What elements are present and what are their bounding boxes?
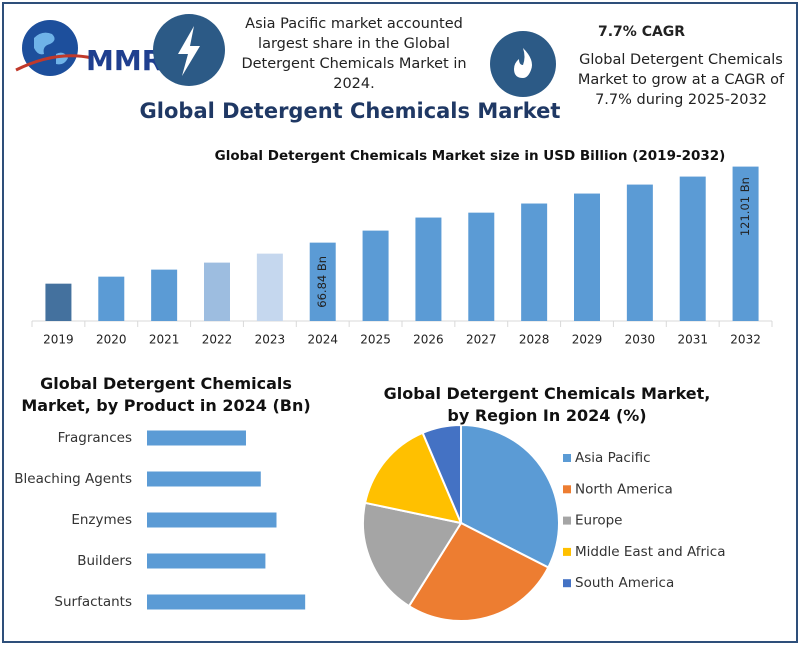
chart-title: Global Detergent Chemicals Market, by Re… [383,384,711,425]
x-tick-label: 2031 [677,333,708,347]
x-tick-label: 2027 [466,333,497,347]
bar [626,184,653,321]
logo-text: MMR [86,44,163,77]
x-tick-label: 2021 [149,333,180,347]
pie-slice [460,423,560,569]
bar [147,594,306,610]
logo: MMR [15,20,163,77]
x-tick-label: 2019 [43,333,74,347]
x-tick-label: 2030 [625,333,656,347]
chart-title: Global Detergent Chemicals Market size i… [215,148,726,164]
bar [415,217,442,321]
bar [98,276,125,321]
x-tick-label: 2032 [730,333,761,347]
bar [147,512,277,528]
legend-swatch [563,454,571,462]
legend-swatch [563,579,571,588]
pie-slice [363,431,463,525]
logo-globe [22,20,78,76]
legend-label: North America [575,481,673,497]
legend-swatch [563,485,571,494]
bar [362,230,389,321]
bar [256,253,283,321]
legend-label: Asia Pacific [575,450,651,466]
pie-slice [421,423,462,524]
bar [574,193,600,321]
y-tick-label: Surfactants [54,594,132,610]
x-tick-label: 2025 [360,333,391,347]
legend-swatch [563,547,571,556]
chart-title: Global Detergent Chemicals Market, by Pr… [21,374,311,415]
x-tick-label: 2029 [572,333,603,347]
x-tick-label: 2020 [96,333,127,347]
legend-swatch [563,516,571,525]
legend-label: Middle East and Africa [575,544,726,560]
info-left: Asia Pacific market accounted largest sh… [241,16,467,92]
bar [147,553,266,569]
cagr-title: 7.7% CAGR [598,24,686,40]
pie-slice [407,521,550,622]
y-tick-label: Enzymes [71,512,132,528]
main-title: Global Detergent Chemicals Market [140,99,561,123]
bar [147,430,246,446]
flame-icon [514,48,532,78]
pie-slice [362,501,463,608]
x-tick-label: 2024 [307,333,338,347]
bolt-icon [178,26,200,76]
bar [147,471,261,487]
bar [468,212,495,321]
x-tick-label: 2023 [255,333,286,347]
y-tick-label: Fragrances [58,430,132,446]
flame-icon-bg [490,31,556,97]
bar [732,166,759,321]
bar [204,262,230,321]
bar [309,242,336,321]
bar [679,176,706,321]
legend-label: South America [575,575,674,591]
bar [521,203,548,321]
x-tick-label: 2022 [202,333,233,347]
y-tick-label: Builders [77,553,132,569]
cagr-text: Global Detergent Chemicals Market to gro… [577,52,785,108]
value-label: 121.01 Bn [738,177,752,236]
logo-swoosh [15,54,93,72]
bar [151,269,178,321]
bar [45,283,72,321]
legend-label: Europe [575,513,622,529]
x-tick-label: 2028 [519,333,550,347]
y-tick-label: Bleaching Agents [14,471,132,487]
x-tick-label: 2026 [413,333,444,347]
value-label: 66.84 Bn [315,256,329,308]
